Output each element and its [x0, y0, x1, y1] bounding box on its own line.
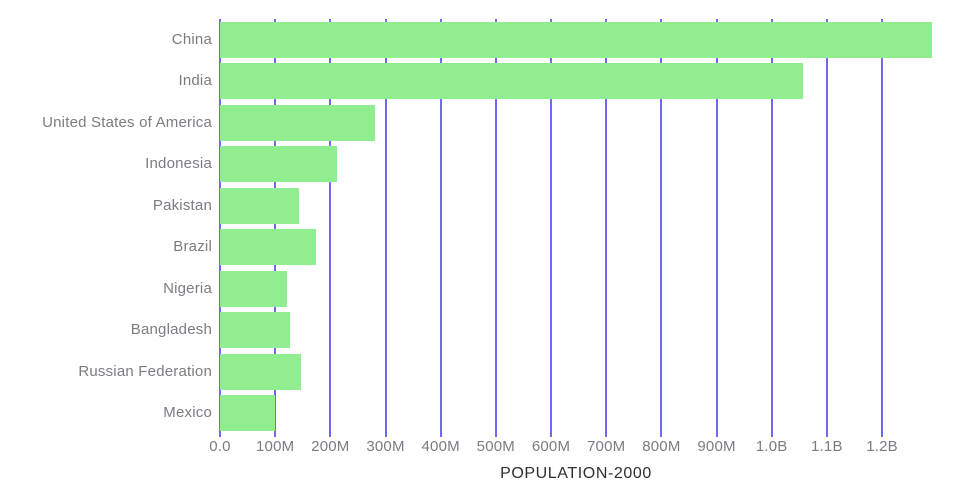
category-label-india: India [178, 72, 212, 90]
x-tick-label: 100M [255, 438, 295, 455]
x-tick-label: 600M [531, 438, 571, 455]
x-axis-title: POPULATION-2000 [500, 465, 652, 482]
gridline-1-2b [881, 19, 884, 437]
gridline-800m [660, 19, 663, 437]
x-tick-label: 900M [697, 438, 736, 455]
x-tick-label: 400M [421, 438, 460, 455]
x-tick-label: 500M [476, 438, 515, 455]
gridline-600m [550, 19, 553, 437]
category-label-nigeria: Nigeria [163, 279, 212, 297]
x-tick-label: 700M [587, 438, 626, 455]
gridline-1-0b [770, 19, 773, 437]
gridline-200m [329, 19, 332, 437]
category-label-indonesia: Indonesia [145, 155, 212, 173]
bar-united-states-of-america [220, 104, 376, 141]
category-label-russian-federation: Russian Federation [78, 362, 212, 380]
bar-pakistan [220, 187, 299, 224]
bar-india [220, 63, 803, 100]
x-tick-label: 0.0 [209, 438, 231, 455]
gridline-300m [384, 19, 387, 437]
gridline-0-0 [219, 19, 221, 437]
bar-china [220, 21, 932, 58]
x-tick-label: 300M [366, 438, 405, 455]
gridline-500m [494, 19, 497, 437]
bar-indonesia [220, 146, 337, 183]
gridline-400m [439, 19, 442, 437]
category-label-pakistan: Pakistan [152, 196, 212, 214]
category-label-united-states-of-america: United States of America [42, 113, 212, 131]
category-label-bangladesh: Bangladesh [130, 321, 212, 339]
gridline-1-1b [825, 19, 828, 437]
bar-mexico [220, 395, 275, 432]
category-label-brazil: Brazil [173, 238, 212, 256]
bar-nigeria [220, 270, 288, 307]
x-tick-label: 1.0B [755, 438, 788, 455]
bar-brazil [220, 229, 317, 266]
gridline-700m [605, 19, 608, 437]
x-tick-label: 1.1B [811, 438, 843, 455]
category-label-mexico: Mexico [163, 404, 212, 422]
x-tick-label: 800M [642, 438, 681, 455]
bar-bangladesh [220, 312, 291, 349]
bar-russian-federation [220, 353, 301, 390]
x-tick-label: 1.2B [866, 438, 898, 455]
gridline-900m [715, 19, 718, 437]
category-label-china: China [171, 30, 212, 48]
gridline-100m [274, 19, 277, 437]
x-tick-label: 200M [311, 438, 350, 455]
